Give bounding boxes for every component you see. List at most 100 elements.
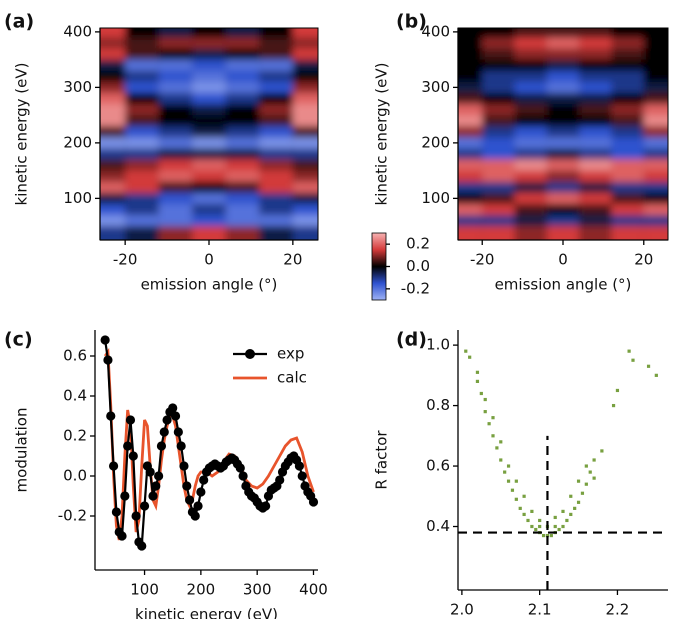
data-point xyxy=(565,518,569,523)
heatmap-cell xyxy=(192,70,226,82)
heatmap-cell xyxy=(514,148,547,160)
heatmap-cell xyxy=(292,148,318,160)
heatmap-cell xyxy=(514,159,547,171)
x-axis-title: emission angle (°) xyxy=(495,276,632,294)
heatmap-cell xyxy=(611,48,644,60)
heatmap-cell xyxy=(643,48,668,60)
heatmap-cell xyxy=(100,126,126,138)
heatmap-cell xyxy=(292,126,318,138)
heatmap-cell xyxy=(100,92,126,105)
data-point xyxy=(190,511,200,521)
x-tick-label: 2.0 xyxy=(450,601,474,619)
heatmap-cell xyxy=(643,92,668,105)
heatmap-cell xyxy=(225,70,260,82)
data-point xyxy=(125,415,136,425)
heatmap-cell xyxy=(100,70,126,82)
x-tick-label: 100 xyxy=(130,581,159,599)
heatmap-cell xyxy=(643,148,668,160)
heatmap-cell xyxy=(482,104,515,116)
heatmap-cell xyxy=(643,137,668,149)
heatmap-cell xyxy=(546,28,580,38)
heatmap-cell xyxy=(643,215,668,227)
y-tick-label: 0.0 xyxy=(63,467,87,485)
heatmap-cell xyxy=(100,81,126,93)
heatmap-cell xyxy=(482,181,515,193)
heatmap-cell xyxy=(482,192,515,204)
heatmap-cell xyxy=(643,192,668,204)
heatmap-cell xyxy=(125,70,159,82)
heatmap-cell xyxy=(579,59,612,71)
heatmap-cell xyxy=(514,115,547,127)
y-tick-label: 200 xyxy=(421,133,450,151)
data-point xyxy=(553,524,557,529)
heatmap-cell xyxy=(158,203,193,216)
heatmap-cell xyxy=(546,192,580,204)
heatmap-cell xyxy=(192,226,226,240)
heatmap-cell xyxy=(611,126,644,138)
heatmap-cell xyxy=(514,28,547,38)
data-point xyxy=(261,501,271,511)
data-point xyxy=(193,501,203,511)
data-point xyxy=(131,511,141,521)
heatmap-cell xyxy=(259,70,293,82)
heatmap-cell xyxy=(259,37,293,49)
heatmap-cell xyxy=(225,203,260,216)
heatmap-cell xyxy=(125,104,159,116)
heatmap-cell xyxy=(579,215,612,227)
data-point xyxy=(592,458,596,462)
heatmap-cell xyxy=(458,192,483,204)
heatmap-cell xyxy=(546,70,580,82)
heatmap-cell xyxy=(482,215,515,227)
heatmap-cell xyxy=(546,215,580,227)
x-tick-label: 400 xyxy=(299,581,328,599)
heatmap-cell xyxy=(125,59,159,71)
legend-label: calc xyxy=(277,369,307,387)
colorbar-tick-label: 0.0 xyxy=(406,257,430,275)
heatmap-cell xyxy=(259,115,293,127)
heatmap-cell xyxy=(514,92,547,105)
data-point xyxy=(499,458,503,462)
heatmap-cell xyxy=(192,28,226,38)
heatmap-cell xyxy=(125,81,159,93)
heatmap-cell xyxy=(482,48,515,60)
heatmap-cell xyxy=(546,203,580,216)
y-tick-label: -0.2 xyxy=(58,507,87,525)
y-tick-label: 0.8 xyxy=(426,396,450,414)
heatmap-cell xyxy=(611,192,644,204)
heatmap-cell xyxy=(514,48,547,60)
y-tick-label: 1.0 xyxy=(426,336,450,354)
heatmap-cell xyxy=(611,70,644,82)
y-axis-title: modulation xyxy=(13,408,31,493)
heatmap-cell xyxy=(192,126,226,138)
heatmap-cell xyxy=(514,70,547,82)
heatmap-cell xyxy=(458,226,483,240)
heatmap-cell xyxy=(192,92,226,105)
heatmap-cell xyxy=(643,226,668,240)
heatmap-cell xyxy=(611,148,644,160)
x-axis-title: kinetic energy (eV) xyxy=(135,606,278,619)
data-point xyxy=(576,500,581,504)
data-point xyxy=(538,524,542,529)
heatmap-cell xyxy=(611,215,644,227)
heatmap-cell xyxy=(158,81,193,93)
heatmap-cell xyxy=(100,148,126,160)
x-tick-label: 0 xyxy=(204,251,214,269)
heatmap-cell xyxy=(546,159,580,171)
heatmap-cell xyxy=(514,181,547,193)
heatmap-cell xyxy=(192,137,226,149)
heatmap-cell xyxy=(514,126,547,138)
heatmap-cell xyxy=(100,48,126,60)
x-tick-label: 2.2 xyxy=(606,601,630,619)
heatmap-cell xyxy=(546,126,580,138)
heatmap-cell xyxy=(192,104,226,116)
data-point xyxy=(526,518,530,523)
y-tick-label: 100 xyxy=(421,189,450,207)
heatmap-cell xyxy=(192,203,226,216)
heatmap-cell xyxy=(259,104,293,116)
heatmap-cell xyxy=(546,92,580,105)
data-point xyxy=(580,491,585,495)
heatmap-cell xyxy=(125,28,159,38)
data-point xyxy=(522,494,526,498)
heatmap-cell xyxy=(158,126,193,138)
